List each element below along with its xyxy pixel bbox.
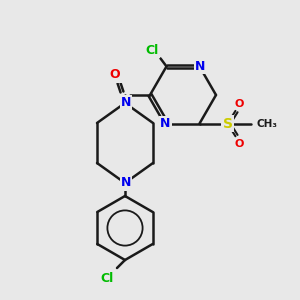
Text: CH₃: CH₃ (256, 118, 278, 129)
Text: Cl: Cl (146, 44, 159, 57)
Text: S: S (223, 117, 232, 130)
Text: O: O (235, 99, 244, 109)
Text: N: N (160, 117, 171, 130)
Text: N: N (121, 176, 131, 190)
Text: N: N (195, 60, 206, 73)
Text: Cl: Cl (100, 272, 114, 284)
Text: O: O (235, 139, 244, 148)
Text: O: O (110, 68, 120, 82)
Text: N: N (121, 97, 131, 110)
